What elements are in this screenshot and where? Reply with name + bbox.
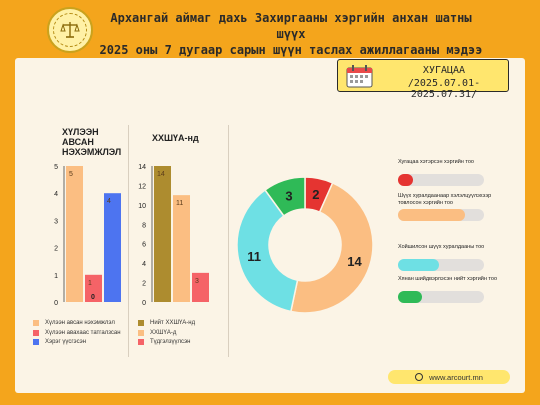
divider-1 xyxy=(128,125,129,357)
page-title: Архангай аймаг дахь Захиргааны хэргийн а… xyxy=(96,10,486,58)
donut-label-2: 11 xyxy=(247,249,261,264)
chart1-title: ХҮЛЭЭН АВСАН НЭХЭМЖЛЭЛ xyxy=(62,127,122,157)
chart2-ytick-6: 12 xyxy=(138,183,146,190)
chart2-bar-1 xyxy=(173,195,190,302)
chart1-bar-1 xyxy=(85,274,102,302)
donut-label-0: 2 xyxy=(312,187,319,202)
chart1-svg: 0 1 2 3 4 5 5 1 4 0 xyxy=(54,164,121,307)
chart1-legend-label-0: Хүлээн авсан нэхэмжлэл xyxy=(45,320,115,326)
donut-slice-2 xyxy=(236,188,299,313)
progress-fill-3 xyxy=(398,291,423,303)
chart2-legend-swatch-0 xyxy=(138,320,144,326)
chart2-bar-2 xyxy=(192,272,209,302)
progress-label-1: Шүүх хуралдаанаар хэлэлцүүлэхээр товлосо… xyxy=(398,193,492,206)
chart1-legend-swatch-2 xyxy=(33,339,39,345)
chart1-bar-2 xyxy=(104,193,121,302)
globe-icon xyxy=(415,373,424,381)
scales-icon xyxy=(60,22,80,38)
chart2-svg: 0 2 4 6 8 10 12 14 14 11 3 xyxy=(138,164,209,307)
progress-track-2 xyxy=(398,259,484,271)
progress-fill-0 xyxy=(398,174,414,186)
progress-fill-1 xyxy=(398,209,466,221)
court-emblem xyxy=(53,13,87,47)
chart2-legend-item-1: ХХШҮА-д xyxy=(138,329,195,336)
chart2-ytick-7: 14 xyxy=(138,164,146,171)
progress-fill-2 xyxy=(398,259,440,271)
title-line-2: 2025 оны 7 дугаар сарын шүүн таслах ажил… xyxy=(99,43,483,57)
chart2-title: ХХШҮА-нд xyxy=(152,133,199,143)
chart2-bar-label-0: 14 xyxy=(157,171,165,178)
chart1-ytick-4: 4 xyxy=(54,191,58,198)
progress-track-3 xyxy=(398,291,484,303)
chart2-ytick-4: 8 xyxy=(142,222,146,229)
chart1-legend-item-1: Хүлээн авахаас татгалзсан xyxy=(33,329,121,336)
progress-label-2: Хойшилсон шүүх хуралдааны тоо xyxy=(398,244,485,250)
progress-label-0: Хугацаа хэтэрсэн хэргийн тоо xyxy=(398,159,474,165)
chart2-ytick-0: 0 xyxy=(142,300,146,307)
chart1-ytick-0: 0 xyxy=(54,300,58,307)
progress-track-1 xyxy=(398,209,484,221)
period-label: ХУГАЦАА xyxy=(422,65,466,76)
chart1-ytick-5: 5 xyxy=(54,164,58,171)
chart2-legend-item-0: Нийт ХХШҮА-нд xyxy=(138,320,195,326)
chart2-legend-label-1: ХХШҮА-д xyxy=(150,329,177,336)
divider-2 xyxy=(228,125,229,357)
chart2-legend-swatch-2 xyxy=(138,339,144,345)
chart2-legend-swatch-1 xyxy=(138,329,144,336)
donut-label-1: 14 xyxy=(347,254,362,269)
progress-track-0 xyxy=(398,174,484,186)
progress-label-3: Хянан шийдвэрлэсэн нийт хэргийн тоо xyxy=(398,276,498,282)
chart2-legend-item-2: Түдгэлзүүлсэн xyxy=(138,339,195,345)
chart1-legend-label-2: Хэрэг үүсгэсэн xyxy=(45,339,87,345)
title-line-1: Архангай аймаг дахь Захиргааны хэргийн а… xyxy=(110,11,472,41)
period-range: /2025.07.01-2025.07.31/ xyxy=(407,78,481,100)
chart1-ytick-3: 3 xyxy=(54,218,58,225)
chart2-ytick-5: 10 xyxy=(138,203,146,210)
calendar-icon xyxy=(346,65,373,88)
chart1-ytick-1: 1 xyxy=(54,273,58,280)
chart1-legend: Хүлээн авсан нэхэмжлэл Хүлээн авахаас тат… xyxy=(33,320,121,349)
donut-chart: 2 14 11 3 xyxy=(236,176,374,314)
chart2-bar-0 xyxy=(154,166,171,302)
chart2-ytick-1: 2 xyxy=(142,281,146,288)
chart2-bar-label-1: 11 xyxy=(176,200,183,207)
chart2-ytick-3: 6 xyxy=(142,242,146,249)
court-logo xyxy=(47,7,93,53)
website-badge[interactable]: www.arcourt.mn xyxy=(388,370,510,384)
chart1-extra-label: 0 xyxy=(91,294,95,301)
chart1-legend-swatch-0 xyxy=(33,320,39,326)
chart2-legend: Нийт ХХШҮА-нд ХХШҮА-д Түдгэлзүүлсэн xyxy=(138,320,195,349)
chart2-legend-label-0: Нийт ХХШҮА-нд xyxy=(150,320,196,326)
chart2-bar-label-2: 3 xyxy=(195,278,199,285)
chart2-ytick-2: 4 xyxy=(142,261,146,268)
donut-label-3: 3 xyxy=(285,189,292,204)
chart2-legend-label-2: Түдгэлзүүлсэн xyxy=(150,339,191,345)
donut-slice-1 xyxy=(289,181,374,314)
website-link[interactable]: www.arcourt.mn xyxy=(429,372,483,382)
chart1-bar-0 xyxy=(66,166,83,302)
donut-slice-3 xyxy=(263,176,306,217)
chart1-ytick-2: 2 xyxy=(54,246,58,253)
chart1-legend-item-2: Хэрэг үүсгэсэн xyxy=(33,339,121,345)
chart1-legend-swatch-1 xyxy=(33,329,39,336)
chart1-bar-label-1: 1 xyxy=(88,280,92,287)
chart1-legend-item-0: Хүлээн авсан нэхэмжлэл xyxy=(33,320,121,326)
chart1-bar-label-0: 5 xyxy=(69,171,73,178)
chart1-bar-label-2: 4 xyxy=(107,198,111,205)
period-box: ХУГАЦАА /2025.07.01-2025.07.31/ xyxy=(337,59,509,100)
chart1-legend-label-1: Хүлээн авахаас татгалзсан xyxy=(45,329,121,336)
